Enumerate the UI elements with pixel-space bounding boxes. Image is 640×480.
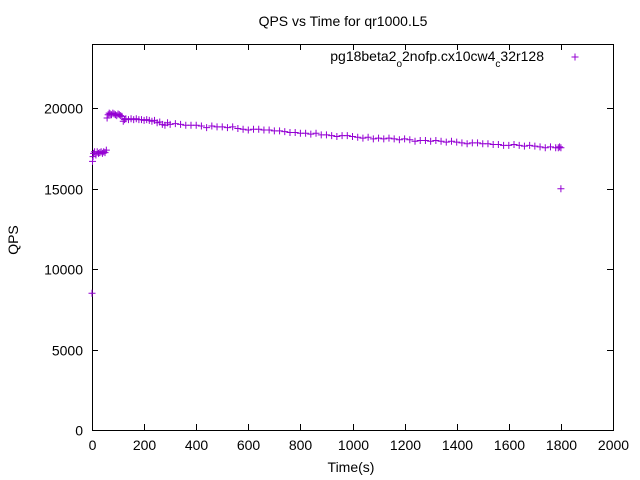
- data-point: [88, 289, 96, 297]
- data-points: [88, 109, 565, 297]
- data-point: [484, 140, 492, 148]
- data-point: [239, 125, 247, 133]
- data-point: [234, 124, 242, 132]
- data-point: [447, 137, 455, 145]
- data-point: [474, 139, 482, 147]
- data-point: [520, 142, 528, 150]
- data-point: [223, 124, 231, 132]
- data-point: [395, 136, 403, 144]
- chart-title: QPS vs Time for qr1000.L5: [259, 13, 428, 29]
- data-point: [515, 141, 523, 149]
- data-point: [307, 130, 315, 138]
- data-point: [546, 143, 554, 151]
- legend-marker: [571, 53, 579, 61]
- data-point: [453, 138, 461, 146]
- y-tick-label: 0: [75, 423, 83, 439]
- data-point: [369, 135, 377, 143]
- data-point: [385, 134, 393, 142]
- data-point: [218, 123, 226, 131]
- data-point: [359, 134, 367, 142]
- data-point: [343, 132, 351, 140]
- y-tick-label: 20000: [44, 101, 83, 117]
- data-point: [556, 143, 564, 151]
- x-tick-label: 1200: [390, 437, 421, 453]
- data-point: [192, 121, 200, 129]
- data-point: [208, 122, 216, 130]
- y-tick-label: 15000: [44, 182, 83, 198]
- data-point: [354, 133, 362, 141]
- data-point: [390, 135, 398, 143]
- data-point: [203, 124, 211, 132]
- data-point: [244, 126, 252, 134]
- data-point: [494, 141, 502, 149]
- x-tick-label: 0: [89, 437, 97, 453]
- data-point: [197, 122, 205, 130]
- legend: pg18beta2o2nofp.cx10cw4c32r128: [330, 48, 579, 70]
- data-point: [375, 134, 383, 142]
- data-point: [276, 127, 284, 135]
- data-point: [421, 137, 429, 144]
- x-tick-label: 200: [133, 437, 157, 453]
- x-tick-label: 1600: [494, 437, 525, 453]
- legend-label: pg18beta2o2nofp.cx10cw4c32r128: [330, 48, 544, 70]
- x-tick-label: 1000: [338, 437, 369, 453]
- data-point: [463, 140, 471, 148]
- data-point: [541, 144, 549, 152]
- data-point: [102, 146, 110, 154]
- data-point: [265, 126, 273, 134]
- data-point: [442, 138, 450, 146]
- data-point: [380, 135, 388, 143]
- data-point: [432, 137, 440, 144]
- axis-ticks: 0 200 400 600 800 1000 1200 1400 1600 1800 2000050…: [44, 44, 629, 453]
- plot-frame: [92, 44, 614, 431]
- data-point: [89, 157, 97, 165]
- data-point: [536, 143, 544, 151]
- data-point: [117, 112, 125, 120]
- data-point: [411, 137, 419, 145]
- data-point: [437, 137, 445, 145]
- data-point: [302, 129, 310, 137]
- data-point: [103, 114, 111, 122]
- data-point: [255, 125, 263, 133]
- x-tick-label: 800: [289, 437, 313, 453]
- data-point: [229, 123, 237, 131]
- x-axis-label: Time(s): [328, 459, 375, 475]
- data-point: [312, 129, 320, 137]
- y-tick-label: 10000: [44, 262, 83, 278]
- data-point: [510, 141, 518, 149]
- data-point: [364, 133, 372, 141]
- data-point: [505, 141, 513, 149]
- data-point: [557, 185, 565, 193]
- data-point: [171, 120, 179, 128]
- x-tick-label: 1800: [546, 437, 577, 453]
- data-point: [427, 137, 435, 145]
- y-tick-label: 5000: [52, 343, 83, 359]
- data-point: [406, 136, 414, 144]
- data-point: [401, 135, 409, 143]
- x-tick-label: 1400: [442, 437, 473, 453]
- data-point: [89, 153, 97, 161]
- data-point: [177, 120, 185, 128]
- data-point: [322, 131, 330, 139]
- data-point: [458, 139, 466, 147]
- data-point: [328, 132, 336, 140]
- data-point: [557, 144, 565, 152]
- x-tick-label: 400: [185, 437, 209, 453]
- data-point: [281, 128, 289, 136]
- data-point: [166, 120, 174, 128]
- data-point: [349, 132, 356, 140]
- legend-marker-glyph: [571, 53, 579, 61]
- data-point: [333, 132, 341, 140]
- y-axis-label: QPS: [5, 225, 21, 255]
- data-point: [526, 141, 534, 149]
- x-tick-label: 600: [237, 437, 261, 453]
- data-point: [531, 142, 539, 150]
- x-tick-label: 2000: [598, 437, 629, 453]
- data-point: [291, 128, 299, 136]
